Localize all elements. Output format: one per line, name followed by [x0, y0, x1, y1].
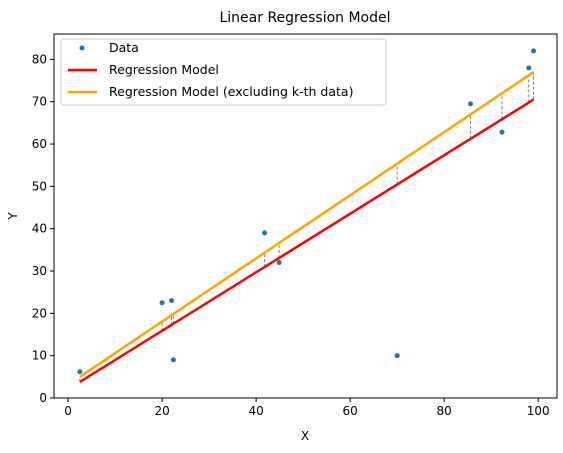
data-point — [499, 129, 505, 135]
x-axis-ticks: 0 20 40 60 80 100 — [64, 398, 550, 418]
y-tick-label: 30 — [32, 264, 47, 278]
legend: Data Regression Model Regression Model (… — [60, 38, 387, 106]
data-point — [468, 101, 474, 107]
data-point — [262, 230, 268, 236]
x-tick-label: 0 — [64, 404, 72, 418]
regression-line — [79, 98, 535, 383]
plot-border — [53, 33, 558, 399]
y-tick-label: 0 — [39, 391, 47, 405]
x-axis-label: X — [301, 429, 309, 443]
x-tick-label: 80 — [437, 404, 452, 418]
legend-label-data: Data — [109, 40, 139, 55]
x-tick-label: 40 — [248, 404, 263, 418]
data-point — [394, 353, 400, 359]
y-tick-label: 80 — [32, 52, 47, 66]
legend-box — [60, 38, 387, 106]
x-tick-label: 100 — [527, 404, 550, 418]
data-point — [77, 369, 83, 375]
data-point — [169, 298, 175, 304]
y-tick-label: 50 — [32, 179, 47, 193]
y-axis-ticks: 0 10 20 30 40 50 60 70 80 — [32, 52, 54, 405]
legend-label-regression: Regression Model — [109, 62, 219, 77]
data-point — [159, 300, 165, 306]
residual-guides — [79, 72, 534, 382]
legend-label-regression-excl: Regression Model (excluding k-th data) — [109, 84, 353, 99]
y-tick-label: 40 — [32, 222, 47, 236]
y-tick-label: 60 — [32, 137, 47, 151]
data-point — [526, 65, 532, 71]
legend-marker-data — [79, 45, 85, 51]
x-tick-label: 20 — [154, 404, 169, 418]
chart-title: Linear Regression Model — [219, 10, 390, 26]
x-tick-label: 60 — [343, 404, 358, 418]
y-tick-label: 10 — [32, 349, 47, 363]
y-tick-label: 70 — [32, 95, 47, 109]
regression-line-excluding-kth — [79, 71, 535, 378]
y-tick-label: 20 — [32, 306, 47, 320]
y-axis-label: Y — [6, 212, 20, 221]
regression-lines — [79, 71, 535, 383]
data-points — [77, 48, 536, 375]
data-point — [170, 357, 176, 363]
data-point — [530, 48, 536, 54]
data-point — [276, 260, 282, 266]
